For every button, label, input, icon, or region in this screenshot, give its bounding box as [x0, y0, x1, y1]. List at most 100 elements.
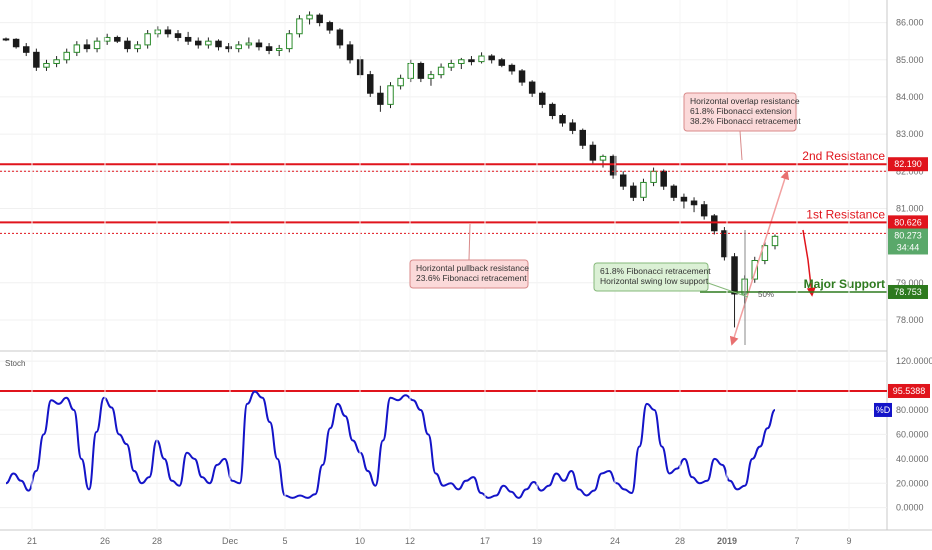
candle-body	[306, 14, 313, 20]
x-tick-label: 2019	[717, 536, 737, 546]
price-tick-label: 86.000	[896, 18, 924, 28]
level-badge	[888, 284, 928, 299]
x-tick-label: 7	[794, 536, 799, 546]
stoch-tick-label: 0.0000	[896, 503, 924, 513]
price-tick-label: 81.000	[896, 203, 924, 213]
candle-body	[498, 59, 506, 66]
candle-body	[599, 155, 607, 161]
candle-body	[528, 81, 536, 94]
stoch-y-axis: 120.0000 80.0000 60.0000 40.0000 20.0000 0.00…	[888, 356, 932, 513]
projection-arrows	[729, 170, 816, 346]
level-label: 1st Resistance	[806, 207, 885, 221]
x-tick-label: 19	[532, 536, 542, 546]
x-tick-label: 21	[27, 536, 37, 546]
candle-body	[468, 59, 475, 63]
candle-body	[12, 38, 20, 48]
candle-body	[437, 66, 445, 76]
level-badge	[888, 215, 928, 230]
candle-body	[255, 42, 263, 48]
candle-body	[640, 181, 647, 198]
candle-body	[275, 48, 283, 51]
candle-body	[690, 200, 698, 206]
candle-body	[103, 36, 111, 42]
x-tick-label: 17	[480, 536, 490, 546]
candle-body	[589, 144, 597, 161]
x-tick-label: 12	[405, 536, 415, 546]
annotation-text: 38.2% Fibonacci retracement	[690, 116, 801, 126]
x-tick-label: 24	[610, 536, 620, 546]
candle-body	[43, 62, 50, 68]
candle-body	[296, 18, 303, 35]
candle-body	[134, 44, 141, 50]
annotation-box	[593, 262, 709, 292]
candle-body	[33, 51, 40, 68]
annotation-text: Horizontal overlap resistance	[690, 96, 800, 106]
candle-body	[346, 44, 354, 61]
fib-extension-arrow	[729, 170, 790, 346]
candle-body	[174, 33, 182, 38]
stoch-level-badge	[888, 383, 930, 398]
x-tick-label: 28	[152, 536, 162, 546]
level-badge-text: 80.626	[894, 217, 922, 227]
annotation-text: Horizontal pullback resistance	[416, 263, 529, 273]
annotation-box	[409, 259, 529, 289]
level-badge-text: 78.753	[894, 287, 922, 297]
candle-body	[731, 256, 738, 295]
candle-body	[73, 44, 81, 53]
candle-body	[549, 103, 556, 117]
candle-body	[286, 33, 293, 50]
candle-body	[458, 59, 465, 64]
stoch-tick-label: 40.0000	[896, 454, 929, 464]
price-tick-label: 84.000	[896, 92, 924, 102]
annotation-text: 23.6% Fibonacci retracement	[416, 273, 527, 283]
level-label: 2nd Resistance	[802, 149, 885, 163]
candle-body	[245, 42, 253, 46]
stoch-line: %D	[5, 390, 892, 499]
candle-body	[579, 129, 586, 146]
candle-body	[539, 92, 546, 105]
candle-body	[265, 46, 273, 51]
x-tick-label: 28	[675, 536, 685, 546]
price-grid	[0, 22, 887, 321]
candle-body	[144, 33, 151, 46]
stoch-title: Stoch	[5, 359, 25, 368]
candle-body	[114, 36, 121, 42]
candle-body	[397, 77, 404, 87]
fib-50-label: 50%	[758, 290, 774, 299]
candle-body	[326, 22, 334, 31]
candle-body	[680, 196, 688, 202]
annotation-box	[683, 92, 797, 132]
price-tick-label: 85.000	[896, 55, 924, 65]
price-tick-label: 78.000	[896, 315, 924, 325]
stoch-tick-label: 120.0000	[896, 356, 932, 366]
candle-body	[316, 14, 323, 24]
level-label: Major Support	[804, 277, 885, 291]
stoch-level-badge-text: 95.5388	[893, 386, 926, 396]
stoch-last-badge-text: %D	[876, 405, 891, 415]
candle-body	[619, 174, 627, 187]
candle-body	[559, 115, 566, 124]
candle-body	[93, 40, 101, 50]
price-tick-label: 83.000	[896, 129, 924, 139]
candle-body	[447, 62, 455, 68]
candle-body	[164, 29, 172, 35]
candle-body	[569, 122, 576, 131]
x-tick-label: 5	[282, 536, 287, 546]
price-badges: 82.190 80.626 78.753 80.273 34:44	[888, 157, 928, 299]
candle-body	[215, 40, 222, 48]
price-tick-label: 79.000	[896, 278, 924, 288]
annotation-text: 61.8% Fibonacci retracement	[600, 266, 711, 276]
candle-body	[377, 92, 384, 105]
candle-body	[630, 185, 637, 198]
candle-body	[83, 44, 91, 50]
price-tick-label: 82.000	[896, 166, 924, 176]
candle-body	[124, 40, 131, 50]
countdown-text: 34:44	[897, 242, 920, 252]
candle-body	[660, 170, 667, 187]
candle-body	[367, 74, 374, 94]
candle-body	[518, 70, 526, 83]
candle-body	[184, 36, 192, 42]
stoch-tick-label: 20.0000	[896, 478, 929, 488]
candle-body	[22, 46, 30, 53]
